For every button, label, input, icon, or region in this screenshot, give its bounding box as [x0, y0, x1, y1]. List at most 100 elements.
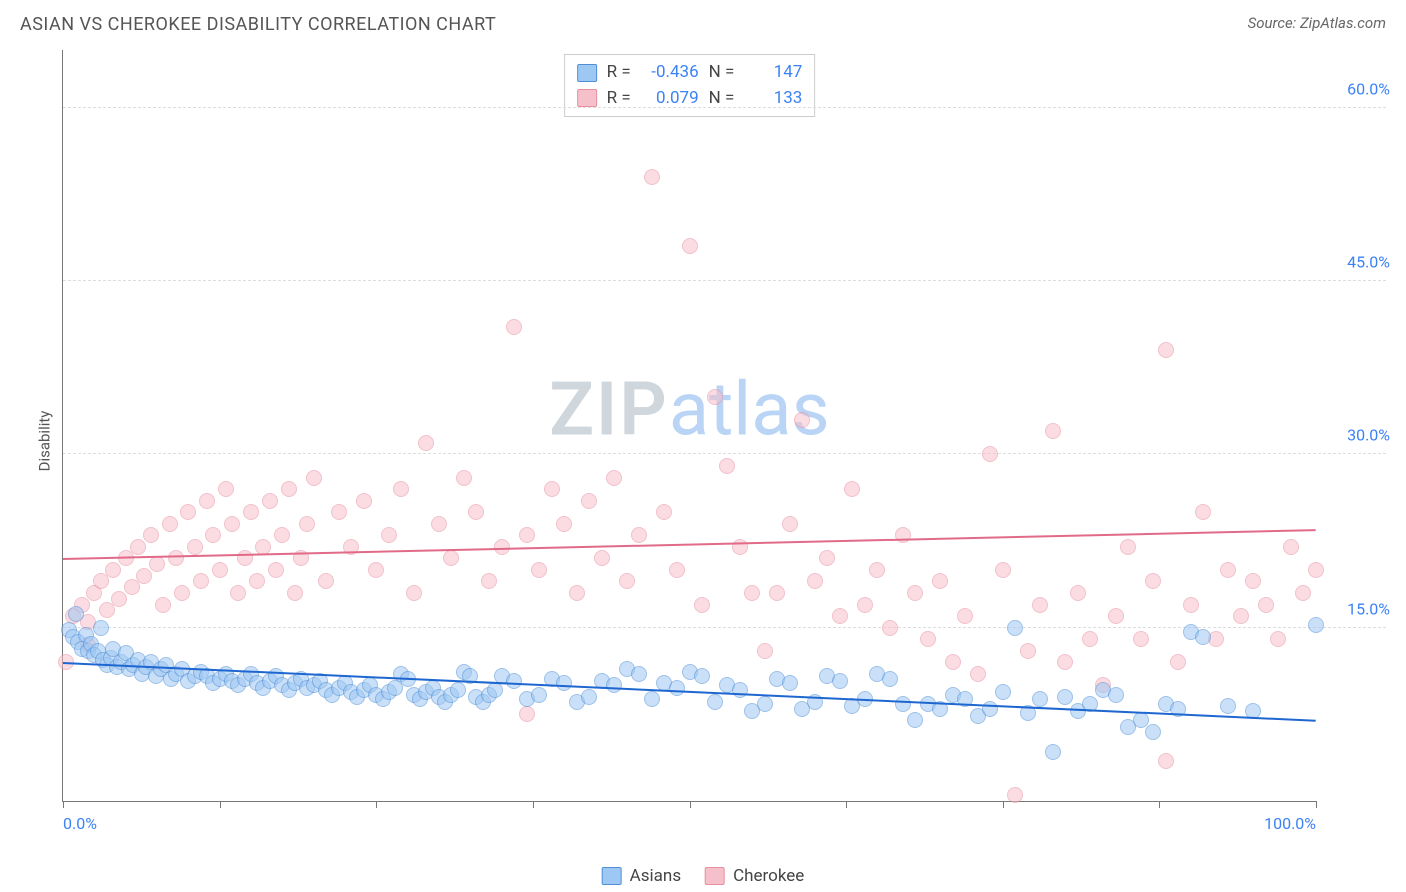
x-tick-mark	[533, 801, 534, 808]
data-point	[212, 562, 228, 578]
data-point	[299, 516, 315, 532]
data-point	[819, 550, 835, 566]
data-point	[168, 550, 184, 566]
data-point	[1158, 342, 1174, 358]
data-point	[418, 435, 434, 451]
data-point	[1158, 753, 1174, 769]
data-point	[262, 493, 278, 509]
data-point	[281, 481, 297, 497]
data-point	[519, 706, 535, 722]
data-point	[907, 585, 923, 601]
x-tick-mark	[376, 801, 377, 808]
data-point	[1183, 597, 1199, 613]
data-point	[1283, 539, 1299, 555]
data-point	[995, 562, 1011, 578]
data-point	[1308, 562, 1324, 578]
data-point	[707, 389, 723, 405]
data-point	[506, 319, 522, 335]
watermark-zip: ZIP	[549, 367, 669, 454]
data-point	[1070, 585, 1086, 601]
data-point	[1082, 631, 1098, 647]
data-point	[782, 516, 798, 532]
data-point	[162, 516, 178, 532]
data-point	[594, 550, 610, 566]
swatch-cherokee	[577, 89, 597, 107]
data-point	[130, 539, 146, 555]
data-point	[544, 481, 560, 497]
data-point	[569, 585, 585, 601]
data-point	[995, 684, 1011, 700]
data-point	[1057, 689, 1073, 705]
data-point	[431, 516, 447, 532]
data-point	[1220, 562, 1236, 578]
data-point	[1133, 631, 1149, 647]
data-point	[1233, 608, 1249, 624]
data-point	[136, 568, 152, 584]
data-point	[180, 504, 196, 520]
data-point	[531, 562, 547, 578]
data-point	[124, 579, 140, 595]
data-point	[719, 458, 735, 474]
data-point	[111, 591, 127, 607]
data-point	[205, 527, 221, 543]
data-point	[656, 504, 672, 520]
data-point	[506, 673, 522, 689]
data-point	[957, 608, 973, 624]
data-point	[920, 631, 936, 647]
data-point	[1108, 687, 1124, 703]
n-label: N =	[709, 60, 735, 86]
data-point	[732, 539, 748, 555]
legend-label-asians: Asians	[630, 866, 681, 886]
legend-swatch-cherokee	[705, 867, 725, 885]
grid-line	[63, 107, 1386, 108]
legend-item-cherokee: Cherokee	[705, 866, 804, 886]
grid-line	[63, 280, 1386, 281]
data-point	[857, 597, 873, 613]
data-point	[757, 643, 773, 659]
data-point	[1308, 617, 1324, 633]
chart-container: Disability ZIPatlas R = -0.436 N = 147 R…	[20, 50, 1396, 832]
data-point	[732, 682, 748, 698]
data-point	[243, 504, 259, 520]
data-point	[1032, 597, 1048, 613]
y-tick-label: 15.0%	[1324, 599, 1390, 618]
data-point	[199, 493, 215, 509]
data-point	[907, 712, 923, 728]
data-point	[274, 527, 290, 543]
data-point	[794, 412, 810, 428]
x-tick-label: 0.0%	[63, 814, 97, 833]
legend-swatch-asians	[602, 867, 622, 885]
data-point	[443, 550, 459, 566]
data-point	[174, 585, 190, 601]
grid-line	[63, 453, 1386, 454]
data-point	[832, 673, 848, 689]
data-point	[556, 516, 572, 532]
y-tick-label: 45.0%	[1324, 253, 1390, 272]
data-point	[1007, 620, 1023, 636]
data-point	[68, 606, 84, 622]
data-point	[519, 527, 535, 543]
data-point	[807, 573, 823, 589]
data-point	[606, 677, 622, 693]
y-axis-label: Disability	[35, 411, 53, 472]
data-point	[895, 696, 911, 712]
data-point	[1057, 654, 1073, 670]
data-point	[1195, 629, 1211, 645]
x-tick-mark	[63, 801, 64, 808]
data-point	[306, 470, 322, 486]
data-point	[1045, 423, 1061, 439]
data-point	[287, 585, 303, 601]
data-point	[531, 687, 547, 703]
data-point	[105, 562, 121, 578]
data-point	[1258, 597, 1274, 613]
data-point	[744, 585, 760, 601]
data-point	[143, 527, 159, 543]
swatch-asians	[577, 64, 597, 82]
data-point	[769, 585, 785, 601]
data-point	[149, 556, 165, 572]
data-point	[882, 671, 898, 687]
data-point	[694, 597, 710, 613]
data-point	[1020, 643, 1036, 659]
chart-title: ASIAN VS CHEROKEE DISABILITY CORRELATION…	[20, 14, 496, 35]
data-point	[581, 689, 597, 705]
